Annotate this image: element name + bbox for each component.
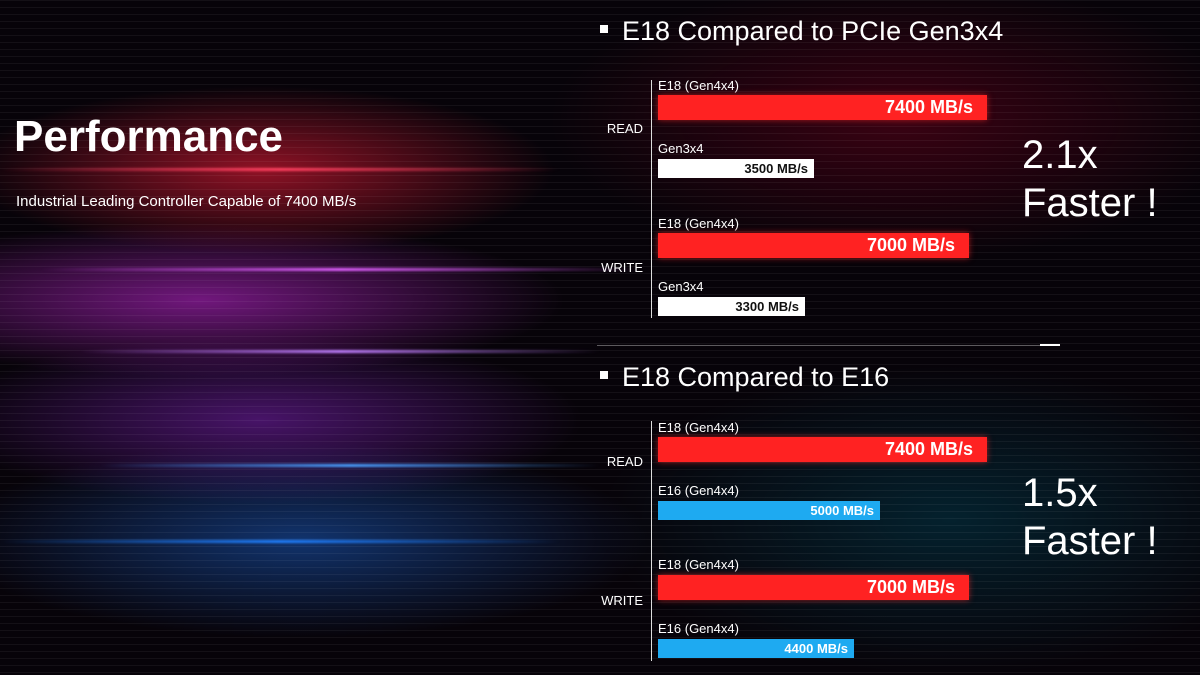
bar-write-primary: 7000 MB/s	[658, 575, 969, 600]
chart-title-e16: E18 Compared to E16	[600, 362, 889, 393]
chart-title-text: E18 Compared to PCIe Gen3x4	[622, 16, 1004, 46]
bullet-icon	[600, 370, 608, 379]
group-label-read: READ	[606, 454, 643, 469]
speedup-annotation-e16: 1.5x Faster !	[1022, 469, 1158, 565]
chart-axis-line	[651, 80, 652, 318]
bullet-icon	[600, 24, 608, 33]
bar-series-label: E16 (Gen4x4)	[658, 621, 739, 636]
bar-write-compare: 4400 MB/s	[658, 639, 854, 658]
group-label-write: WRITE	[601, 593, 643, 608]
bar-read-primary: 7400 MB/s	[658, 437, 987, 462]
background-streak	[0, 540, 560, 543]
bar-value-label: 3500 MB/s	[744, 161, 808, 176]
group-label-write: WRITE	[601, 260, 643, 275]
background-streak	[40, 268, 640, 271]
bar-value-label: 7400 MB/s	[884, 97, 973, 117]
bar-series-label: E18 (Gen4x4)	[658, 216, 739, 231]
bar-series-label: Gen3x4	[658, 279, 704, 294]
bar-value-label: 7000 MB/s	[866, 235, 955, 255]
bar-write-primary: 7000 MB/s	[658, 233, 969, 258]
speedup-text: Faster !	[1022, 181, 1158, 225]
bar-write-compare: 3300 MB/s	[658, 297, 805, 316]
bar-series-label: Gen3x4	[658, 141, 704, 156]
bar-read-compare: 3500 MB/s	[658, 159, 814, 178]
divider-dash	[1040, 344, 1060, 346]
page-title: Performance	[14, 112, 284, 161]
chart-axis-line	[651, 421, 652, 661]
section-divider	[597, 345, 1060, 346]
speedup-annotation-gen3: 2.1x Faster !	[1022, 131, 1158, 227]
background-streak	[100, 464, 600, 467]
speedup-factor: 1.5x	[1022, 471, 1098, 515]
bar-series-label: E16 (Gen4x4)	[658, 483, 739, 498]
speedup-factor: 2.1x	[1022, 133, 1098, 177]
background-streak	[0, 168, 560, 171]
bar-value-label: 7000 MB/s	[866, 577, 955, 597]
chart-title-gen3: E18 Compared to PCIe Gen3x4	[600, 16, 1003, 47]
bar-read-primary: 7400 MB/s	[658, 95, 987, 120]
bar-read-compare: 5000 MB/s	[658, 501, 880, 520]
background-streak	[80, 350, 600, 353]
bar-value-label: 3300 MB/s	[735, 299, 799, 314]
bar-value-label: 5000 MB/s	[810, 503, 874, 518]
speedup-text: Faster !	[1022, 519, 1158, 563]
bar-series-label: E18 (Gen4x4)	[658, 420, 739, 435]
group-label-read: READ	[606, 121, 643, 136]
bar-series-label: E18 (Gen4x4)	[658, 557, 739, 572]
bar-value-label: 4400 MB/s	[784, 641, 848, 656]
page-subtitle: Industrial Leading Controller Capable of…	[16, 193, 357, 210]
bar-value-label: 7400 MB/s	[884, 439, 973, 459]
bar-series-label: E18 (Gen4x4)	[658, 78, 739, 93]
chart-title-text: E18 Compared to E16	[622, 362, 890, 392]
